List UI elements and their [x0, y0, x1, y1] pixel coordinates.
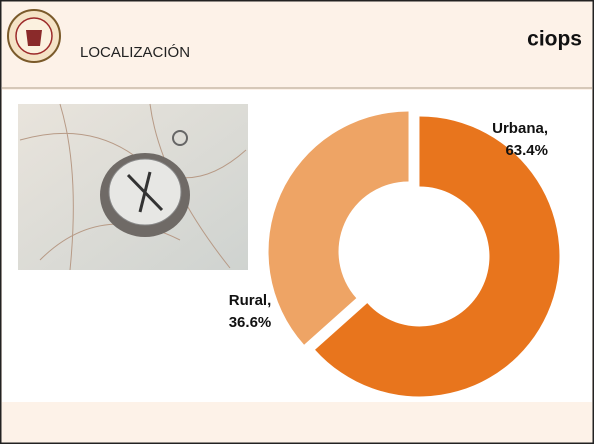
- compass-photo: [18, 104, 248, 270]
- slide-title: LOCALIZACIÓN: [80, 44, 190, 61]
- segment-value: 36.6%: [229, 314, 272, 331]
- segment-label: Urbana,: [492, 120, 548, 137]
- segment-value: 63.4%: [505, 142, 548, 159]
- slide: LOCALIZACIÓN ciops Urbana, 63.4% Rural, 36.…: [0, 0, 594, 444]
- logo: ciops: [527, 28, 582, 51]
- emblem: [8, 10, 60, 62]
- segment-label: Rural,: [229, 292, 272, 309]
